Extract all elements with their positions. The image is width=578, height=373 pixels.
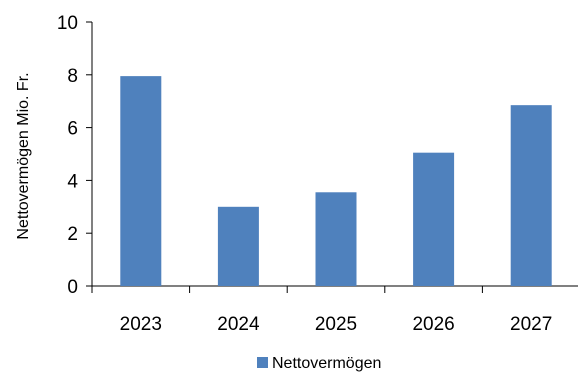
y-axis: 0 2 4 6 8 10	[57, 13, 93, 298]
x-axis: 2023 2024 2025 2026 2027	[91, 285, 578, 335]
y-tick-label: 6	[67, 119, 78, 140]
legend-label: Nettovermögen	[272, 355, 381, 372]
bar-2025	[315, 192, 357, 286]
x-tick-label: 2026	[412, 314, 454, 335]
bar-2024	[217, 206, 259, 286]
legend-swatch	[257, 357, 268, 368]
y-axis-title: Nettovermögen Mio. Fr.	[15, 72, 32, 239]
bar-2027	[510, 105, 552, 286]
bar-2023	[120, 76, 162, 287]
y-tick-label: 4	[67, 171, 78, 192]
y-tick-label: 10	[57, 13, 78, 34]
x-tick-label: 2024	[217, 314, 260, 335]
legend: Nettovermögen	[257, 355, 381, 372]
bar-series	[120, 76, 552, 287]
x-tick-label: 2025	[315, 314, 357, 335]
y-tick-label: 8	[67, 66, 78, 87]
y-tick-label: 0	[67, 277, 78, 298]
y-tick-label: 2	[67, 224, 78, 245]
x-tick-label: 2023	[120, 314, 162, 335]
x-tick-label: 2027	[510, 314, 552, 335]
bar-2026	[413, 152, 455, 286]
